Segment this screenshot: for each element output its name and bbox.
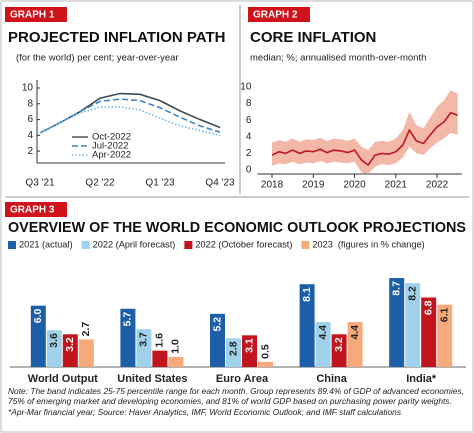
x-tick-label: World Output — [28, 373, 98, 385]
value-label: 4.4 — [317, 325, 329, 340]
graph-tag-text: GRAPH 3 — [10, 205, 55, 216]
value-label: 3.1 — [243, 338, 255, 353]
chart-title: PROJECTED INFLATION PATH — [8, 29, 226, 46]
x-tick-label: 2020 — [343, 180, 366, 191]
value-label: 5.7 — [122, 312, 134, 327]
value-label: 8.2 — [406, 286, 418, 301]
note: Note: The band indicates 25-75 percentil… — [8, 386, 464, 417]
legend-label: 2021 (actual) — [19, 239, 73, 249]
x-tick-label: United States — [117, 373, 187, 385]
x-tick-label: 2021 — [385, 180, 408, 191]
legend-label: 2022 (April forecast) — [93, 239, 176, 249]
value-label: 3.6 — [48, 333, 60, 348]
bar — [405, 283, 421, 367]
y-tick-label: 8 — [27, 98, 33, 109]
y-tick-label: 10 — [240, 82, 252, 93]
x-tick-label: 2019 — [302, 180, 325, 191]
x-tick-label: Euro Area — [216, 373, 269, 385]
value-label: 4.4 — [349, 325, 361, 340]
y-tick-label: 4 — [246, 131, 252, 142]
value-label: 3.2 — [64, 337, 76, 352]
bar — [30, 305, 46, 367]
bar — [210, 313, 225, 367]
y-tick-label: 10 — [22, 83, 34, 94]
bar — [62, 334, 78, 367]
x-tick-label: 2018 — [261, 180, 284, 191]
bar — [347, 322, 363, 367]
y-tick-label: 2 — [27, 146, 33, 157]
bar — [421, 297, 437, 367]
value-label: 2.8 — [227, 341, 239, 356]
legend-swatch — [184, 241, 193, 249]
graph-tag — [248, 7, 310, 22]
legend-label: 2022 (October forecast) — [195, 239, 292, 249]
x-tick-label: China — [316, 373, 347, 385]
graph-tag — [5, 7, 67, 22]
value-label: 2.7 — [80, 322, 92, 337]
value-label: 6.8 — [422, 300, 434, 315]
band — [272, 90, 458, 175]
y-tick-label: 2 — [246, 148, 252, 159]
value-label: 3.2 — [333, 337, 345, 352]
chart-subtitle: (for the world) per cent; year-over-year — [16, 53, 179, 64]
bar — [331, 334, 347, 367]
legend-label: 2023 — [312, 239, 332, 249]
series-line — [39, 106, 221, 137]
bar — [46, 330, 62, 367]
graph-tag-text: GRAPH 1 — [10, 10, 55, 21]
graph-tag — [5, 202, 67, 217]
legend-swatch — [8, 241, 16, 249]
value-label: 0.5 — [259, 344, 271, 359]
legend-label: Jul-2022 — [92, 141, 128, 152]
x-tick-label: India* — [406, 373, 437, 385]
bar — [258, 361, 273, 367]
value-label: 8.1 — [301, 287, 313, 302]
value-label: 1.0 — [170, 339, 182, 354]
x-tick-label: 2022 — [426, 180, 449, 191]
bar — [437, 304, 453, 367]
x-tick-label: Q1 '23 — [145, 178, 175, 189]
series-line — [39, 98, 221, 134]
legend-note: (figures in % change) — [338, 239, 425, 249]
legend-label: Apr-2022 — [92, 150, 131, 161]
y-tick-label: 6 — [246, 115, 252, 126]
y-tick-label: 6 — [27, 114, 33, 125]
value-label: 3.7 — [138, 332, 150, 347]
value-label: 8.7 — [390, 281, 402, 296]
legend-label: Oct-2022 — [92, 132, 131, 143]
x-tick-label: Q3 '21 — [25, 178, 55, 189]
value-label: 1.6 — [154, 333, 166, 348]
bar — [242, 335, 257, 367]
y-tick-label: 0 — [246, 165, 252, 176]
series-line — [271, 111, 458, 167]
chart-title: CORE INFLATION — [250, 29, 376, 46]
y-tick-label: 8 — [246, 98, 252, 109]
series-line — [39, 92, 221, 134]
bar — [120, 308, 136, 367]
graph-tag-text: GRAPH 2 — [253, 10, 298, 21]
bar — [136, 329, 152, 367]
value-label: 6.0 — [32, 309, 44, 324]
x-tick-label: Q2 '22 — [85, 178, 115, 189]
value-label: 5.2 — [211, 317, 223, 332]
chart-subtitle: median; %; annualised month-over-month — [250, 53, 426, 64]
x-tick-label: Q4 '23 — [205, 178, 235, 189]
legend-swatch — [301, 241, 310, 249]
value-label: 6.1 — [438, 307, 450, 322]
bar — [299, 284, 315, 367]
bar — [168, 356, 184, 367]
bar — [152, 350, 168, 367]
bar — [389, 278, 405, 367]
y-tick-label: 4 — [27, 130, 33, 141]
legend-swatch — [81, 241, 90, 249]
chart-title: OVERVIEW OF THE WORLD ECONOMIC OUTLOOK P… — [8, 219, 466, 236]
bar — [78, 339, 94, 367]
bar — [315, 322, 331, 367]
bar — [226, 338, 241, 367]
